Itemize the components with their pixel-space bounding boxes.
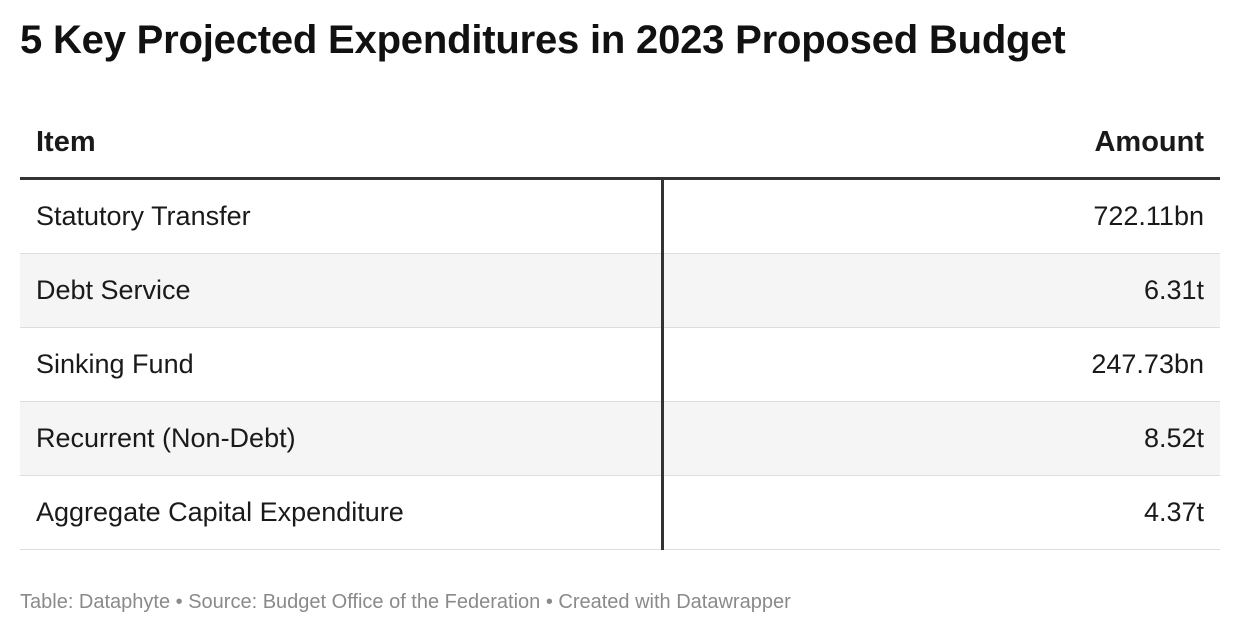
row-amount-value: 4.37t [1143,497,1204,527]
row-amount-value: 8.52t [1143,423,1204,453]
row-amount-value: 6.31t [1143,275,1204,305]
row-amount-value: 247.73bn [1091,349,1204,379]
chart-title: 5 Key Projected Expenditures in 2023 Pro… [20,18,1066,62]
table-row: Recurrent (Non-Debt) 8.52t [20,402,1220,476]
column-header-item: Item [36,126,96,158]
table-row: Debt Service 6.31t [20,254,1220,328]
row-item-label: Aggregate Capital Expenditure [36,497,404,527]
row-item-label: Recurrent (Non-Debt) [36,423,296,453]
source-footer: Table: Dataphyte • Source: Budget Office… [20,591,791,613]
row-item-label: Statutory Transfer [36,201,251,231]
table-header: Item Amount [20,108,1220,180]
row-item-label: Debt Service [36,275,191,305]
row-amount-value: 722.11bn [1093,201,1204,231]
row-item-label: Sinking Fund [36,349,194,379]
column-divider [661,180,664,550]
table-row: Statutory Transfer 722.11bn [20,180,1220,254]
expenditure-table: Item Amount Statutory Transfer 722.11bn … [20,108,1220,550]
table-row: Aggregate Capital Expenditure 4.37t [20,476,1220,550]
table-row: Sinking Fund 247.73bn [20,328,1220,402]
table-body: Statutory Transfer 722.11bn Debt Service… [20,180,1220,550]
column-header-amount: Amount [1094,126,1204,158]
